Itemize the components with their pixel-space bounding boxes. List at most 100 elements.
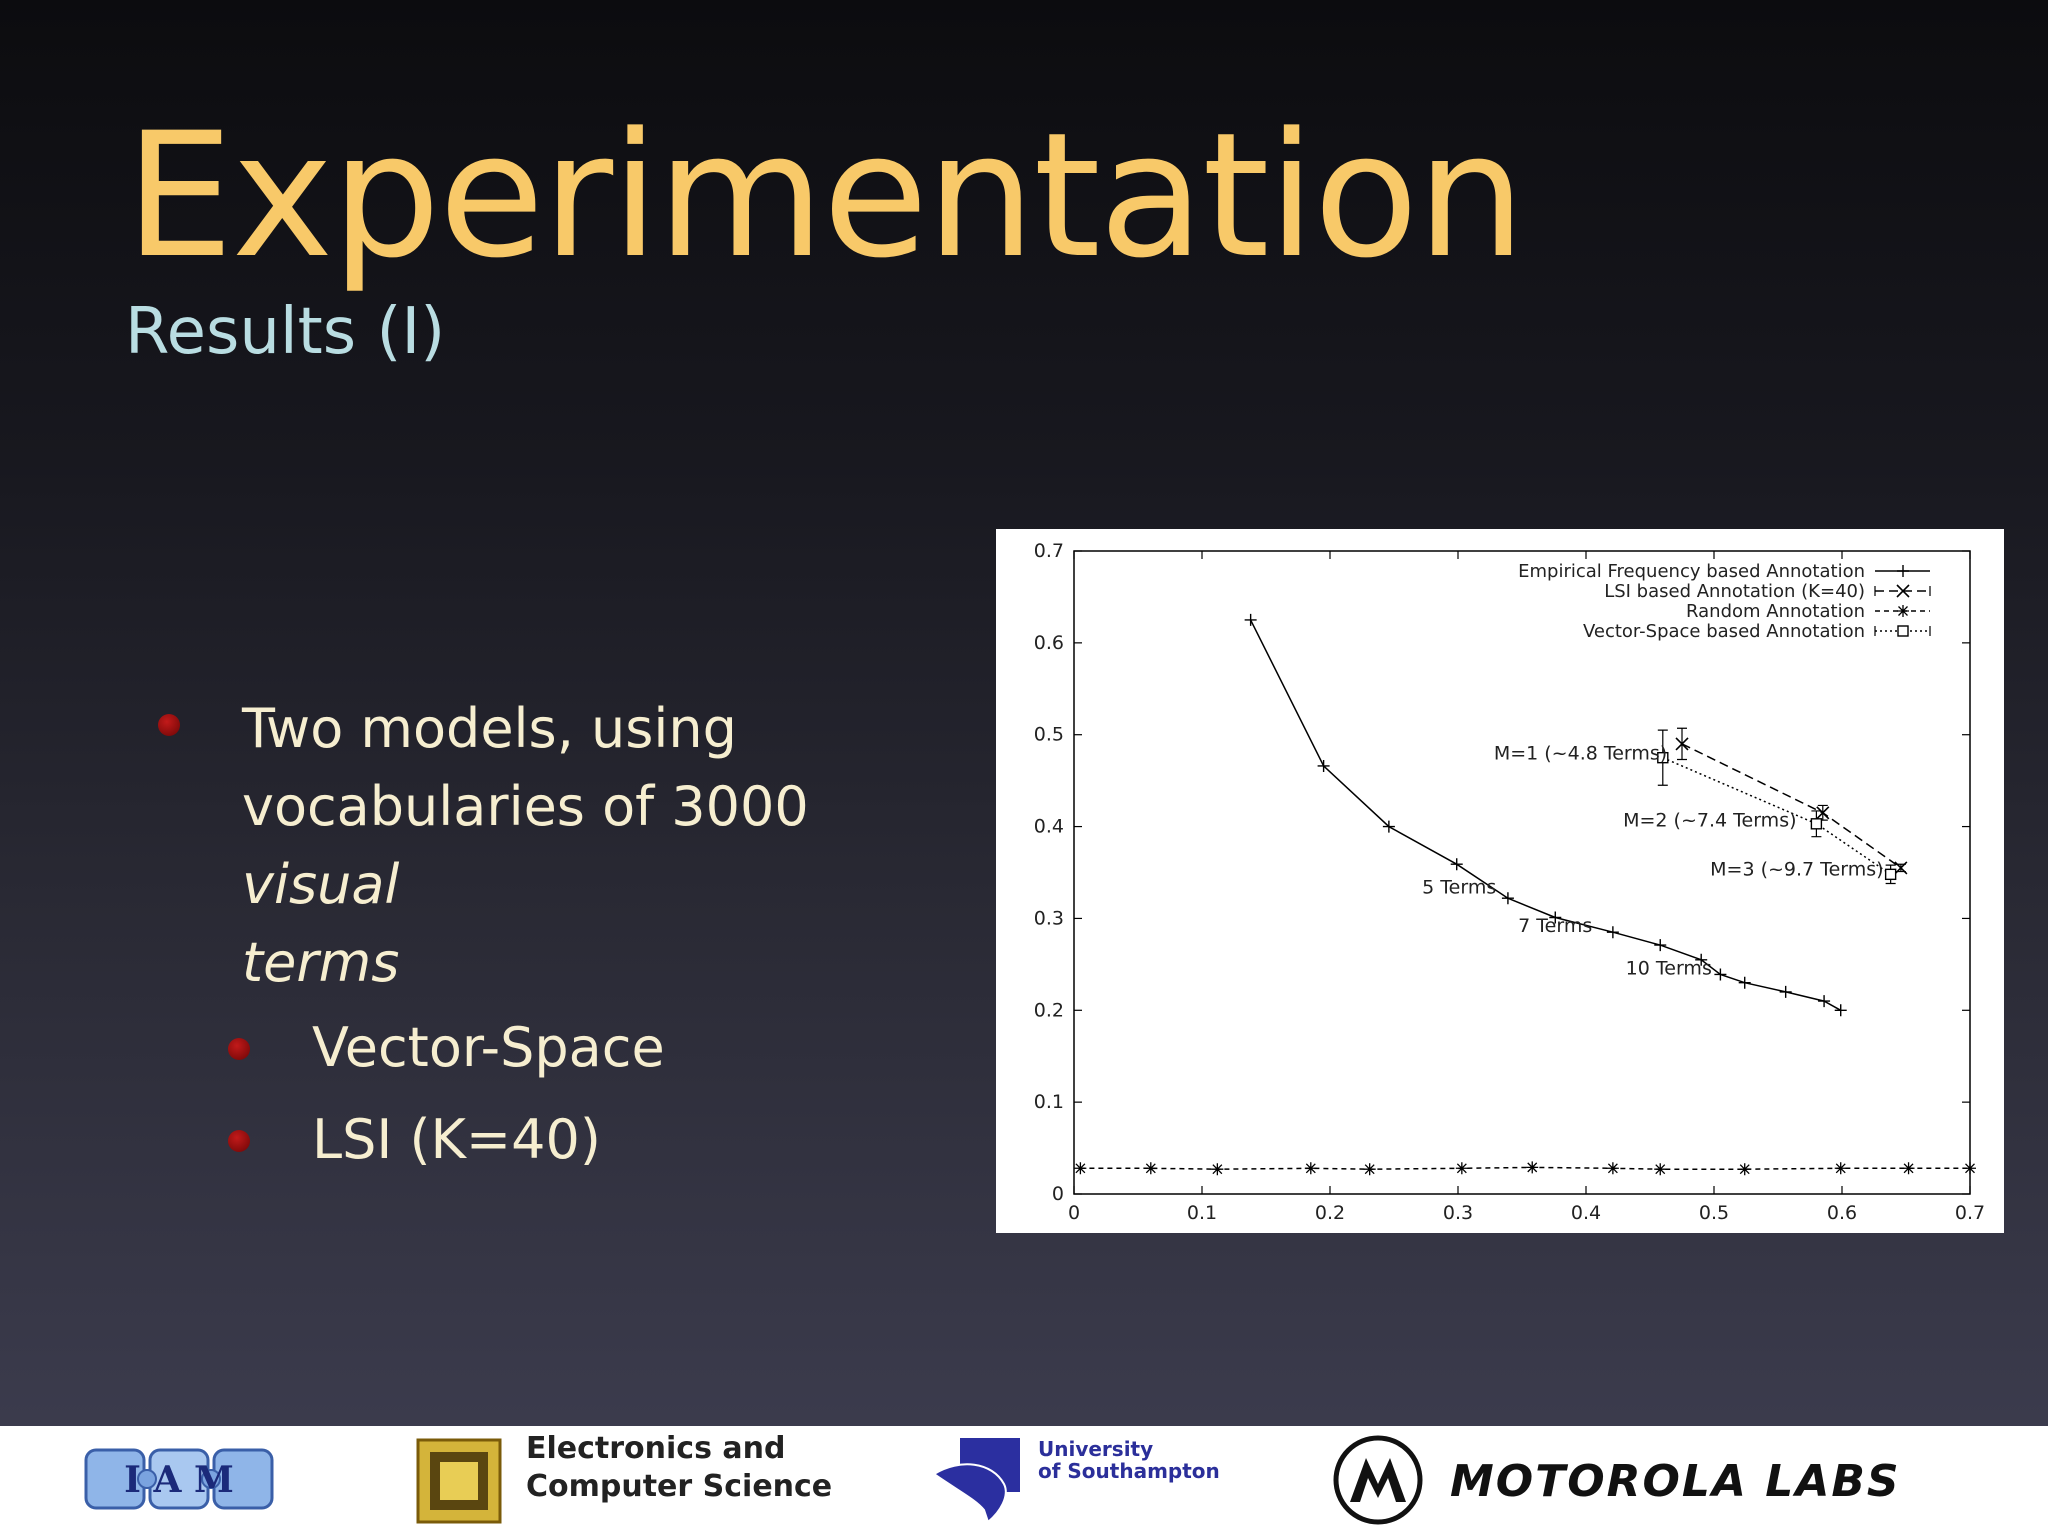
bullet-dot-icon [158,714,180,736]
x-tick-label: 0.6 [1827,1202,1857,1224]
data-point [1818,995,1831,1008]
series-line-3 [1662,757,1892,875]
y-tick-label: 0 [1052,1183,1064,1205]
results-chart: 0 0.1 0.2 0.3 0.4 0.5 0.6 0.7 0 0.1 0.2 0.3 0.4 0.5 0.… [1034,540,1985,1224]
legend-marker [1897,625,1909,637]
x-tick-label: 0.1 [1187,1202,1217,1224]
data-point [1714,968,1727,981]
data-point [1317,759,1330,772]
data-point [1902,1162,1915,1175]
ecs-line2: Computer Science [526,1469,833,1504]
data-point [1144,1162,1157,1175]
x-tick-label: 0.3 [1443,1202,1473,1224]
chart-annotation: M=3 (~9.7 Terms) [1710,858,1883,880]
bullet-dot-icon [228,1038,250,1060]
motorola-labs-text: MOTOROLA LABS [1450,1456,1901,1507]
ecs-line1: Electronics and [526,1431,786,1466]
data-point [1834,1004,1847,1017]
iam-logo-icon: I A M [84,1448,274,1510]
data-point [1834,1162,1847,1175]
chart-annotation: 10 Terms [1626,957,1712,979]
bullet-main-line2: vocabularies of 3000 visual [242,768,950,924]
y-tick-label: 0.2 [1034,999,1064,1021]
data-point [1244,613,1257,626]
chart-annotation: 5 Terms [1422,877,1496,899]
series-line-0 [1249,619,1842,1011]
bullet-main-line3: terms [242,931,400,994]
bullet-dot-icon [228,1130,250,1152]
bullet-sub-vector-space: Vector-Space [150,1002,950,1094]
bullet-sub-label: LSI (K=40) [312,1108,601,1171]
data-point [1654,1163,1667,1176]
data-point [1549,911,1562,924]
legend-marker [1897,565,1909,577]
svg-text:I A M: I A M [124,1459,234,1501]
uos-dolphin-icon [932,1438,1020,1524]
series-line-1 [1681,743,1902,869]
data-point [1884,868,1897,881]
data-point [1304,1162,1317,1175]
y-tick-label: 0.4 [1034,816,1064,838]
y-tick-label: 0.7 [1034,540,1064,562]
data-point [1382,820,1395,833]
data-point [1675,737,1689,751]
y-tick-label: 0.3 [1034,907,1064,929]
legend-marker [1897,605,1909,617]
data-point [1450,858,1463,871]
uos-logo-text: University of Southampton [1038,1438,1220,1482]
data-point [1779,985,1792,998]
bullet-main-line2-text: vocabularies of 3000 [242,775,809,838]
ecs-chip-icon [416,1438,502,1524]
x-tick-label: 0 [1068,1202,1080,1224]
uos-line1: University [1038,1437,1154,1461]
legend-label: LSI based Annotation (K=40) [1604,581,1865,602]
y-tick-label: 0.5 [1034,724,1064,746]
data-point [1816,806,1830,820]
chart-annotation: M=2 (~7.4 Terms) [1623,810,1796,832]
data-point [1211,1163,1224,1176]
chart-annotation: 7 Terms [1518,915,1592,937]
legend-label: Random Annotation [1686,601,1865,622]
chart-panel: 0 0.1 0.2 0.3 0.4 0.5 0.6 0.7 0 0.1 0.2 0.3 0.4 0.5 0.… [996,529,2004,1233]
data-point [1695,953,1708,966]
bullet-sub-lsi: LSI (K=40) [150,1094,950,1186]
y-tick-label: 0.6 [1034,632,1064,654]
data-point [1074,1162,1087,1175]
data-point [1606,926,1619,939]
slide-subtitle: Results (I) [125,295,446,369]
motorola-batwing-icon [1333,1435,1423,1525]
uos-line2: of Southampton [1038,1459,1220,1483]
data-point [1455,1162,1468,1175]
x-tick-label: 0.4 [1571,1202,1601,1224]
data-point [1738,976,1751,989]
legend-label: Vector-Space based Annotation [1583,621,1865,642]
chart-annotation: M=1 (~4.8 Terms) [1494,743,1667,765]
data-point [1526,1161,1539,1174]
ecs-logo-text: Electronics and Computer Science [526,1430,832,1506]
footer-logo-bar: I A M [0,1426,2048,1536]
bullet-main-line1: Two models, using [242,697,737,760]
data-point [1501,892,1514,905]
bullet-sub-label: Vector-Space [312,1016,665,1079]
plot-frame [1073,550,1971,1195]
legend-errorbar-cap [1874,586,1931,596]
data-point [1810,818,1823,830]
bullet-main-line2-italic: visual [242,853,400,916]
legend-marker [1896,584,1910,598]
x-tick-label: 0.2 [1315,1202,1345,1224]
data-point [1363,1163,1376,1176]
data-point [1894,861,1908,875]
data-point [1657,751,1669,764]
x-tick-label: 0.7 [1955,1202,1985,1224]
data-point [1738,1163,1751,1176]
data-point [1606,1162,1619,1175]
bullet-list: Two models, using vocabularies of 3000 v… [150,690,950,1186]
data-point [1654,939,1667,952]
bullet-main: Two models, using vocabularies of 3000 v… [150,690,950,1002]
legend-errorbar-cap [1874,626,1931,636]
y-tick-label: 0.1 [1034,1091,1064,1113]
data-point [1964,1162,1976,1175]
slide-title: Experimentation [125,95,1526,296]
x-tick-label: 0.5 [1699,1202,1729,1224]
legend-label: Empirical Frequency based Annotation [1518,561,1865,582]
